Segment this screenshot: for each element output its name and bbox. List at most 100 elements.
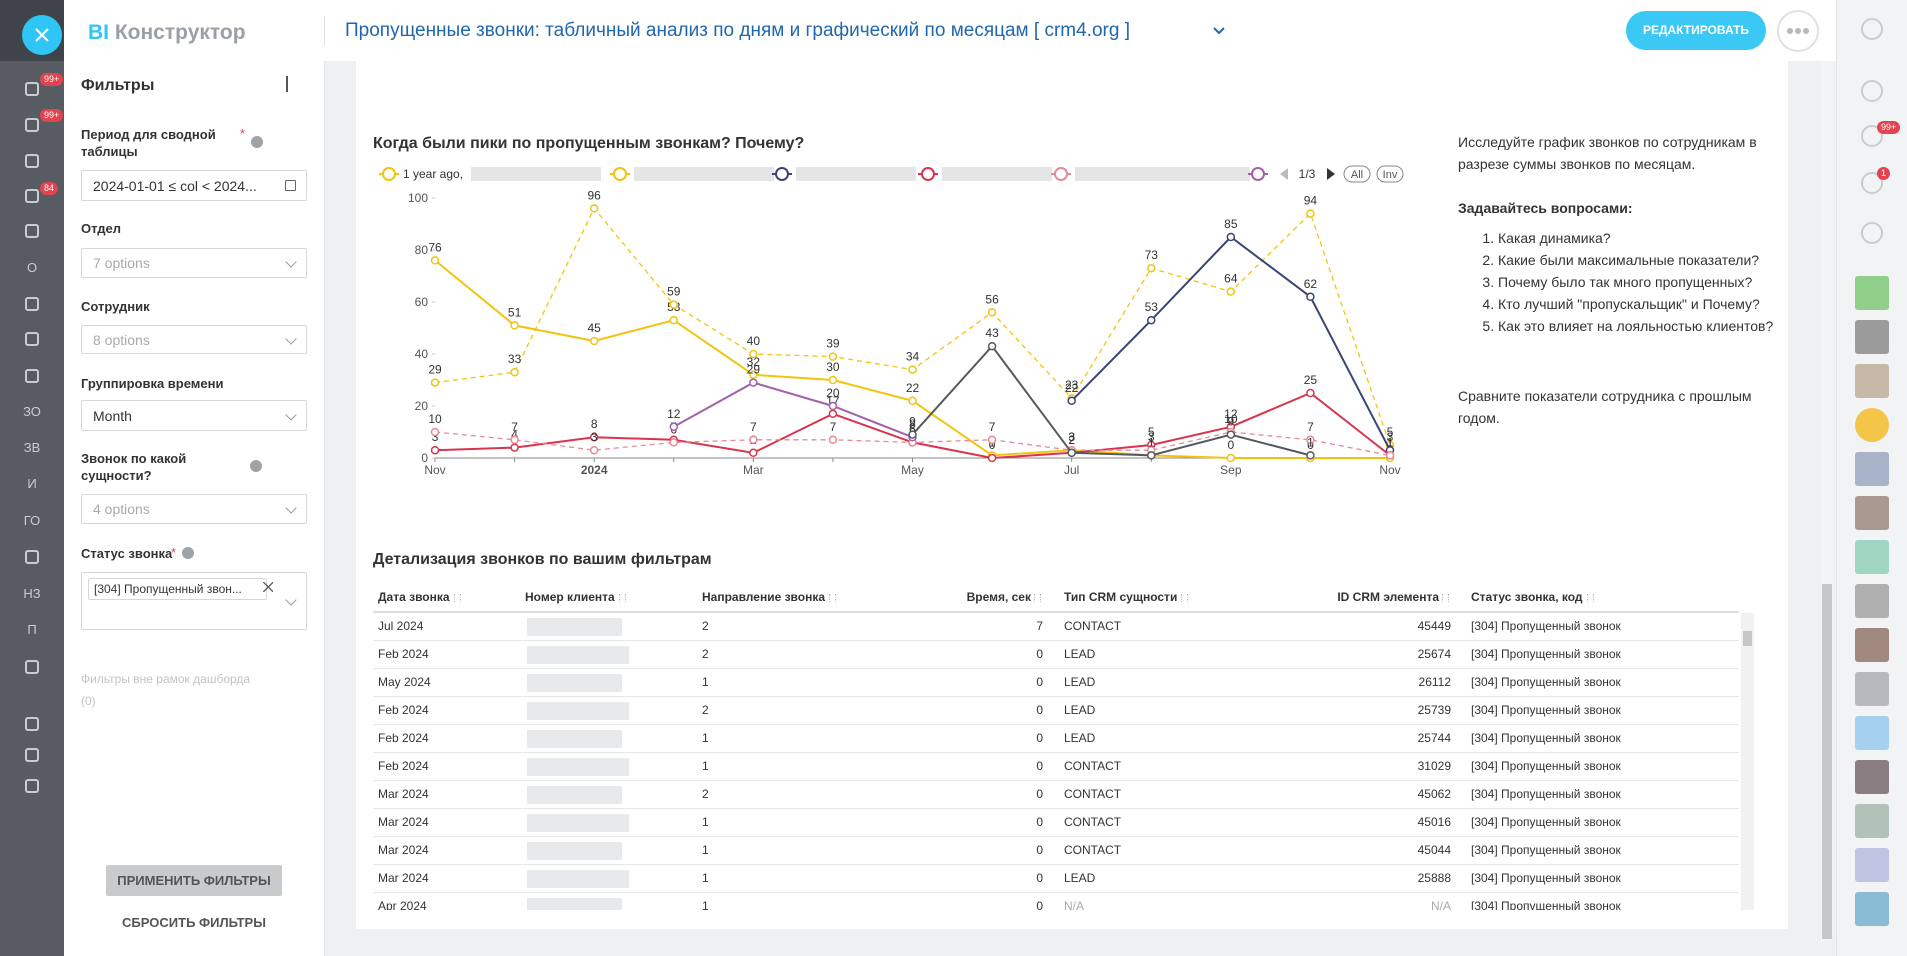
thumbnail[interactable] bbox=[1855, 540, 1889, 574]
thumbnail[interactable] bbox=[1855, 672, 1889, 706]
edit-button[interactable]: РЕДАКТИРОВАТЬ bbox=[1626, 11, 1766, 50]
legend-item[interactable] bbox=[610, 167, 774, 181]
table-row[interactable] bbox=[373, 613, 1739, 641]
rail-icon[interactable] bbox=[1861, 222, 1883, 244]
thumbnail[interactable] bbox=[1855, 364, 1889, 398]
column-header[interactable]: Время, сек bbox=[966, 590, 1031, 604]
column-header[interactable]: Номер клиента bbox=[525, 590, 615, 604]
rail-icon[interactable] bbox=[25, 154, 39, 168]
column-header[interactable]: Направление звонка bbox=[702, 590, 826, 604]
y-tick-label: 80 bbox=[415, 243, 429, 257]
table-row[interactable] bbox=[373, 837, 1739, 865]
table-row[interactable] bbox=[373, 781, 1739, 809]
rail-icon[interactable] bbox=[1861, 80, 1883, 102]
rail-icon[interactable] bbox=[25, 118, 39, 132]
thumbnail[interactable] bbox=[1855, 628, 1889, 662]
page-scrollbar[interactable] bbox=[1821, 61, 1833, 941]
table-row[interactable] bbox=[373, 641, 1739, 669]
legend-button-label[interactable]: All bbox=[1351, 169, 1363, 181]
rail-icon[interactable] bbox=[25, 82, 39, 96]
info-icon[interactable] bbox=[182, 547, 194, 559]
scroll-thumb[interactable] bbox=[1822, 584, 1832, 939]
legend-prev[interactable] bbox=[1280, 168, 1288, 180]
rail-icon[interactable] bbox=[25, 332, 39, 346]
table-scrollbar[interactable] bbox=[1741, 613, 1754, 910]
filter-input[interactable]: 2024-01-01 ≤ col < 2024... bbox=[81, 170, 307, 201]
sort-icon[interactable] bbox=[1181, 594, 1188, 602]
table-row[interactable] bbox=[373, 865, 1739, 893]
legend-item[interactable] bbox=[918, 167, 1052, 181]
tag-remove[interactable] bbox=[263, 582, 273, 592]
rail-icon[interactable] bbox=[1861, 125, 1883, 147]
rail-icon[interactable] bbox=[25, 550, 39, 564]
reset-button[interactable]: СБРОСИТЬ ФИЛЬТРЫ bbox=[122, 915, 266, 930]
rail-icon[interactable] bbox=[25, 660, 39, 674]
column-header[interactable]: Статус звонка, код bbox=[1471, 590, 1583, 604]
thumbnail[interactable] bbox=[1855, 892, 1889, 926]
column-header[interactable]: ID CRM элемента bbox=[1337, 590, 1439, 604]
close-button[interactable] bbox=[22, 15, 62, 55]
table-row[interactable] bbox=[373, 669, 1739, 697]
table-row[interactable] bbox=[373, 697, 1739, 725]
rail-icon[interactable] bbox=[25, 297, 39, 311]
table-scroll-thumb[interactable] bbox=[1743, 631, 1752, 646]
rail-icon[interactable] bbox=[25, 224, 39, 238]
legend-button-label[interactable]: Inv bbox=[1383, 169, 1398, 181]
rail-item[interactable]: П bbox=[27, 622, 37, 637]
rail-item[interactable]: НЗ bbox=[23, 586, 41, 601]
filter-input[interactable]: 8 options bbox=[81, 325, 307, 354]
filter-input[interactable]: 7 options bbox=[81, 248, 307, 278]
rail-item[interactable]: ЗО bbox=[23, 404, 41, 419]
filter-input[interactable]: [304] Пропущенный звон... bbox=[81, 572, 307, 630]
legend-button[interactable] bbox=[1376, 165, 1404, 183]
thumbnail[interactable] bbox=[1855, 716, 1889, 750]
legend-button[interactable] bbox=[1343, 165, 1371, 183]
more-button[interactable] bbox=[1777, 10, 1819, 52]
rail-item[interactable]: И bbox=[27, 476, 37, 491]
filter-input[interactable]: Month bbox=[81, 400, 307, 431]
legend-item[interactable] bbox=[1248, 167, 1268, 181]
legend-item[interactable] bbox=[1051, 167, 1250, 181]
rail-icon[interactable] bbox=[1861, 18, 1883, 40]
legend-item[interactable]: 1 year ago, bbox=[379, 167, 601, 181]
thumbnail[interactable] bbox=[1855, 804, 1889, 838]
thumbnail[interactable] bbox=[1855, 848, 1889, 882]
thumbnail[interactable] bbox=[1855, 276, 1889, 310]
rail-icon[interactable] bbox=[25, 717, 39, 731]
sort-icon[interactable] bbox=[454, 594, 461, 602]
rail-icon[interactable] bbox=[25, 369, 39, 383]
outside-filters-label[interactable]: Фильтры вне рамок дашборда bbox=[81, 672, 251, 686]
filter-input[interactable]: 4 options bbox=[81, 494, 307, 524]
thumbnail[interactable] bbox=[1855, 452, 1889, 486]
sort-icon[interactable] bbox=[619, 594, 626, 602]
collapse-button[interactable] bbox=[286, 76, 304, 92]
apply-button[interactable]: ПРИМЕНИТЬ ФИЛЬТРЫ bbox=[106, 865, 282, 896]
sort-icon[interactable] bbox=[1587, 594, 1594, 602]
table-row[interactable] bbox=[373, 725, 1739, 753]
title-chevron[interactable] bbox=[1212, 26, 1226, 36]
column-header[interactable]: Дата звонка bbox=[378, 590, 450, 604]
rail-item[interactable]: О bbox=[26, 260, 38, 275]
thumbnail[interactable] bbox=[1855, 408, 1889, 442]
thumbnail[interactable] bbox=[1855, 584, 1889, 618]
calendar-icon[interactable] bbox=[285, 180, 296, 191]
table-row[interactable] bbox=[373, 809, 1739, 837]
rail-icon[interactable] bbox=[25, 189, 39, 203]
rail-item[interactable]: ГО bbox=[23, 513, 41, 528]
rail-icon[interactable] bbox=[25, 779, 39, 793]
thumbnail[interactable] bbox=[1855, 320, 1889, 354]
thumbnail[interactable] bbox=[1855, 496, 1889, 530]
sort-icon[interactable] bbox=[829, 594, 836, 602]
column-header[interactable]: Тип CRM сущности bbox=[1064, 590, 1178, 604]
sort-icon[interactable] bbox=[1034, 594, 1041, 602]
thumbnail[interactable] bbox=[1855, 760, 1889, 794]
legend-item[interactable] bbox=[772, 167, 916, 181]
rail-icon[interactable] bbox=[1861, 172, 1883, 194]
sort-icon[interactable] bbox=[1442, 594, 1449, 602]
info-icon[interactable] bbox=[250, 460, 262, 472]
legend-next[interactable] bbox=[1327, 168, 1335, 180]
table-row[interactable] bbox=[373, 753, 1739, 781]
rail-icon[interactable] bbox=[25, 748, 39, 762]
rail-item[interactable]: ЗВ bbox=[23, 440, 41, 455]
info-icon[interactable] bbox=[251, 136, 263, 148]
